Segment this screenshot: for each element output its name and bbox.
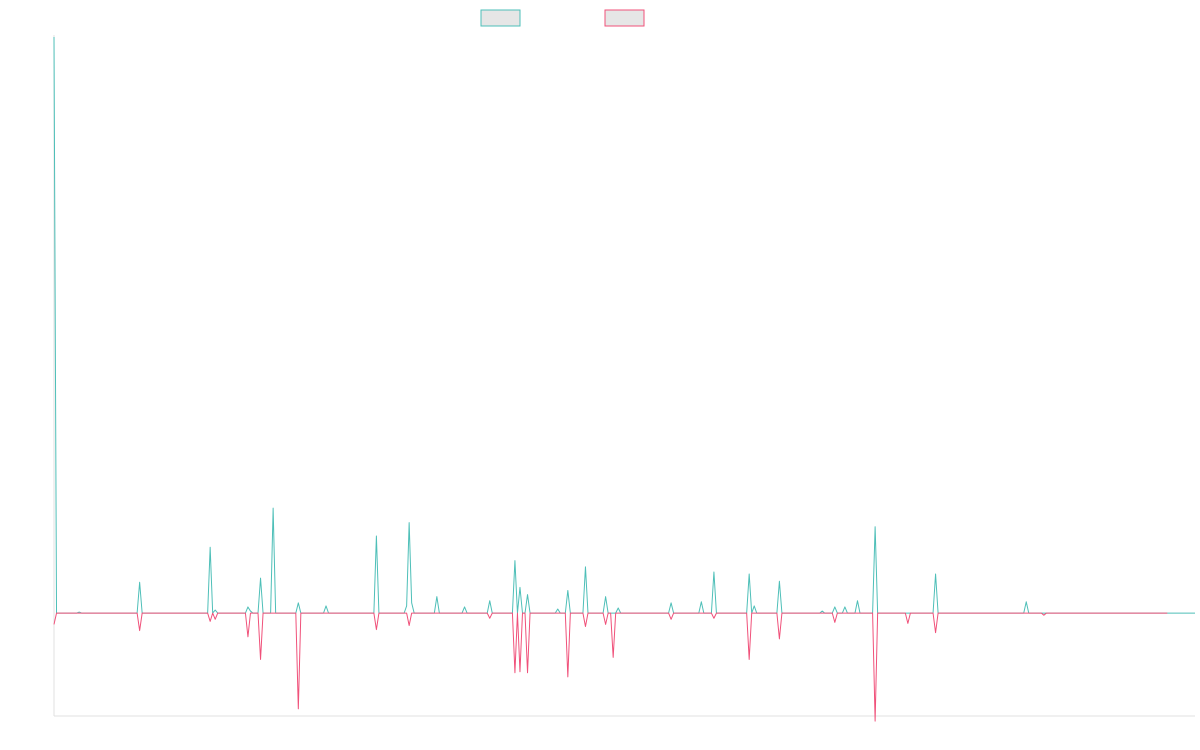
legend [480, 9, 645, 27]
series-line-teal [53, 36, 1195, 614]
legend-swatch-series-a[interactable] [480, 9, 521, 27]
axes [53, 35, 1195, 717]
legend-swatch-series-b[interactable] [604, 9, 645, 27]
series-line-pink [53, 612, 1168, 722]
plot-area [53, 36, 1195, 722]
